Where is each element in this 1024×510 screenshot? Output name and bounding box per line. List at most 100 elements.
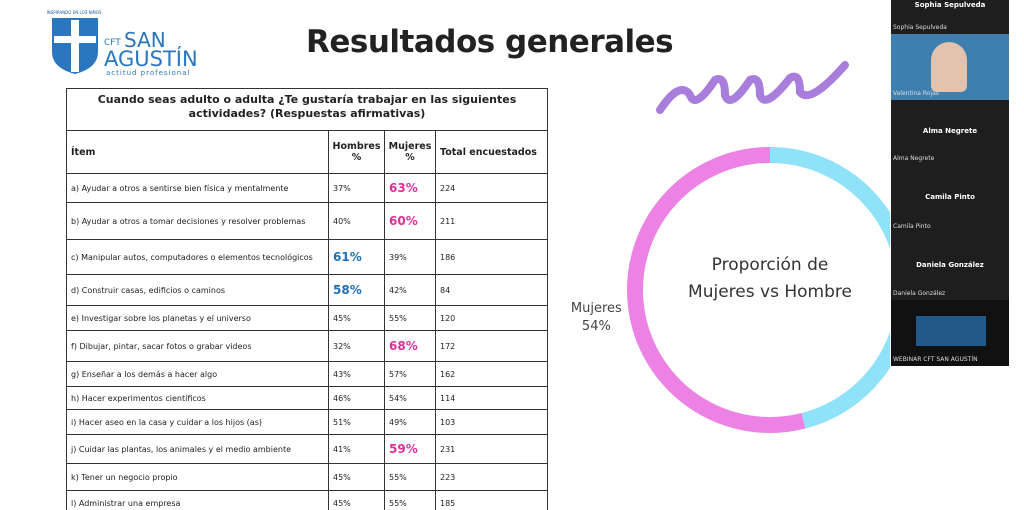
table-cell: a) Ayudar a otros a sentirse bien física… <box>67 174 329 202</box>
table-cell: 60% <box>385 203 436 239</box>
participants-panel: Sophia Sepulveda Sophia Sepulveda Valentin… <box>891 0 1009 366</box>
table-cell: l) Administrar una empresa <box>67 491 329 510</box>
table-cell: d) Construir casas, edificios o caminos <box>67 275 329 305</box>
table-cell: 186 <box>440 252 456 262</box>
table-row: e) Investigar sobre los planetas y el un… <box>67 306 547 331</box>
table-cell: k) Tener un negocio propio <box>67 464 329 490</box>
participant-caption: Sophia Sepulveda <box>893 24 947 31</box>
logo-name: AGUSTÍN <box>104 46 198 71</box>
table-cell: 59% <box>385 435 436 463</box>
table-cell: 231 <box>440 444 456 454</box>
table-cell: 49% <box>385 410 436 434</box>
table-row: c) Manipular autos, computadores o eleme… <box>67 240 547 275</box>
table-row: l) Administrar una empresa 45% 55% 185 <box>67 491 547 510</box>
table-cell: 185 <box>440 498 456 508</box>
table-cell: 54% <box>385 387 436 409</box>
scribble <box>656 61 849 114</box>
donut-chart: Proporción de Mujeres vs Hombre Mujeres 54… <box>571 147 890 433</box>
table-row: b) Ayudar a otros a tomar decisiones y r… <box>67 203 547 240</box>
participant-caption: Daniela González <box>893 290 946 297</box>
column-header: Total encuestados <box>440 146 537 158</box>
table-question: Cuando seas adulto o adulta ¿Te gustaría… <box>67 89 547 131</box>
table-row: i) Hacer aseo en la casa y cuidar a los … <box>67 410 547 435</box>
table-cell: 32% <box>329 331 385 361</box>
table-cell: f) Dibujar, pintar, sacar fotos o grabar… <box>67 331 329 361</box>
participant-video <box>931 42 967 92</box>
table-cell: g) Enseñar a los demás a hacer algo <box>67 362 329 386</box>
participant-name: Alma Negrete <box>922 126 978 135</box>
table-cell: 45% <box>329 306 385 330</box>
table-cell: 103 <box>440 417 456 427</box>
table-cell: 39% <box>385 240 436 274</box>
table-cell: 37% <box>329 174 385 202</box>
participant-tile: Camila Pinto Camila Pinto <box>891 165 1009 233</box>
table-cell: 45% <box>329 464 385 490</box>
logo-name: SAN <box>124 28 166 52</box>
table-cell: 57% <box>385 362 436 386</box>
table-row: h) Hacer experimentos científicos 46% 54% 1… <box>67 387 547 410</box>
table-row: a) Ayudar a otros a sentirse bien física… <box>67 174 547 203</box>
logo: INSPIRANDO EN LOS NIÑOS CFT SAN AGUSTÍN … <box>47 10 198 77</box>
table-cell: 84 <box>440 285 451 295</box>
participant-caption: Valentina Rojas <box>893 90 939 97</box>
table-cell: 223 <box>440 472 456 482</box>
table-header-row: Ítem Hombres % Mujeres % Total encuestados <box>67 131 547 174</box>
table-cell: 172 <box>440 341 456 351</box>
table-cell: h) Hacer experimentos científicos <box>67 387 329 409</box>
participant-tile: Sophia Sepulveda Sophia Sepulveda <box>891 0 1009 34</box>
table-row: d) Construir casas, edificios o caminos 5… <box>67 275 547 306</box>
participant-tile: Valentina Rojas <box>891 34 1009 100</box>
table-cell: 43% <box>329 362 385 386</box>
table-cell: 211 <box>440 216 456 226</box>
table-cell: 55% <box>385 464 436 490</box>
table-cell: j) Cuidar las plantas, los animales y el… <box>67 435 329 463</box>
table-cell: 114 <box>440 393 456 403</box>
table-cell: 40% <box>329 203 385 239</box>
participant-caption: Camila Pinto <box>893 223 931 230</box>
table-cell: 45% <box>329 491 385 510</box>
table-cell: 61% <box>329 240 385 274</box>
table-cell: e) Investigar sobre los planetas y el un… <box>67 306 329 330</box>
table-cell: c) Manipular autos, computadores o eleme… <box>67 240 329 274</box>
table-cell: b) Ayudar a otros a tomar decisiones y r… <box>67 203 329 239</box>
segment-value-label: 54% <box>582 319 611 334</box>
logo-cross <box>71 20 79 72</box>
table-cell: 120 <box>440 313 456 323</box>
table-cell: 41% <box>329 435 385 463</box>
donut-center-text: Proporción de Mujeres vs Hombre <box>688 255 852 302</box>
column-header: Hombres % <box>329 131 385 173</box>
table-cell: 51% <box>329 410 385 434</box>
table-row: g) Enseñar a los demás a hacer algo 43% 57… <box>67 362 547 387</box>
table-row: k) Tener un negocio propio 45% 55% 223 <box>67 464 547 491</box>
participant-tile: WEBINAR CFT SAN AGUSTÍN <box>891 300 1009 366</box>
table-cell: 42% <box>385 275 436 305</box>
table-cell: 55% <box>385 306 436 330</box>
participant-caption: Alma Negrete <box>893 155 935 162</box>
table-cell: 46% <box>329 387 385 409</box>
table-cell: 55% <box>385 491 436 510</box>
logo-cross <box>54 36 96 43</box>
scribble-line <box>656 61 849 114</box>
table-cell: i) Hacer aseo en la casa y cuidar a los … <box>67 410 329 434</box>
table-row: j) Cuidar las plantas, los animales y el… <box>67 435 547 464</box>
segment-label: Mujeres <box>571 301 622 316</box>
slide-title: Resultados generales <box>306 24 674 60</box>
donut-segment <box>769 147 890 429</box>
participant-tile: Daniela González Daniela González <box>891 233 1009 300</box>
column-header: Ítem <box>67 131 329 173</box>
participant-caption: WEBINAR CFT SAN AGUSTÍN <box>893 356 978 363</box>
results-table: Cuando seas adulto o adulta ¿Te gustaría… <box>66 88 548 510</box>
table-cell: 58% <box>329 275 385 305</box>
donut-segment <box>627 147 806 433</box>
column-header: Mujeres % <box>385 131 436 173</box>
participant-name: Camila Pinto <box>925 193 975 201</box>
logo-small: CFT <box>104 38 121 48</box>
table-cell: 162 <box>440 369 456 379</box>
participant-tile: Alma Negrete Alma Negrete <box>891 100 1009 165</box>
logo-tagline: actitud profesional <box>106 69 190 77</box>
webinar-logo <box>916 316 986 346</box>
participant-name: Sophia Sepulveda <box>914 1 986 9</box>
participant-name: Daniela González <box>916 260 984 269</box>
table-row: f) Dibujar, pintar, sacar fotos o grabar… <box>67 331 547 362</box>
